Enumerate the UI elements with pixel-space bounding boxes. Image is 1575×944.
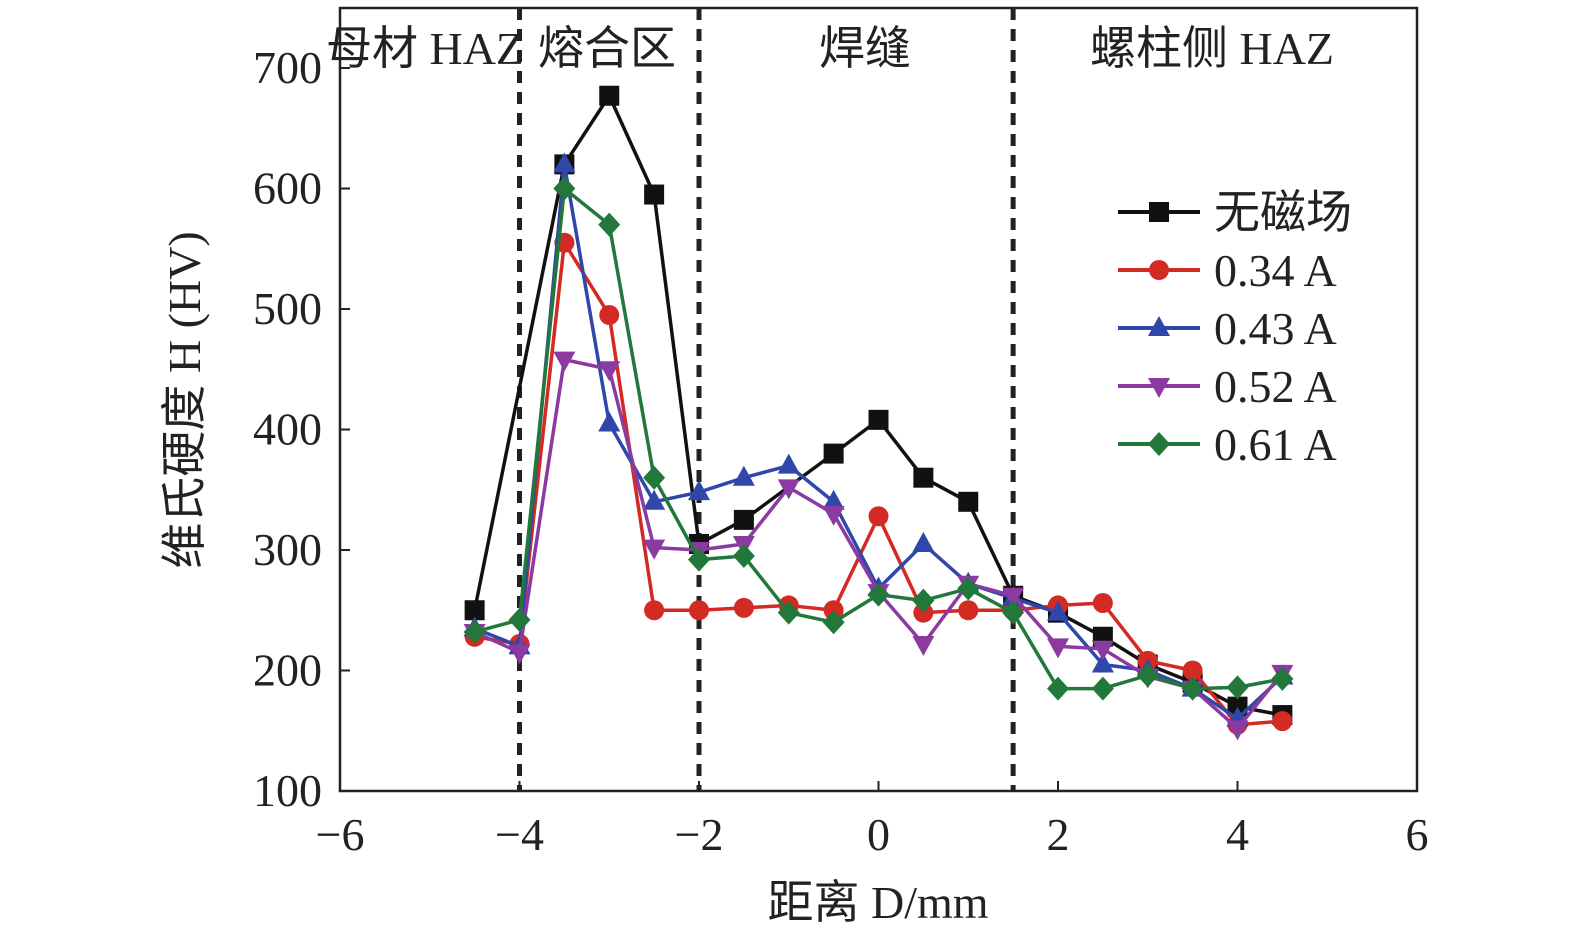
x-tick-label: −6 xyxy=(316,809,365,860)
square-marker xyxy=(644,184,665,205)
triangle-up-marker xyxy=(777,453,800,474)
legend-label: 0.52 A xyxy=(1214,361,1337,412)
diamond-marker xyxy=(957,576,980,601)
y-tick-label: 200 xyxy=(253,645,322,696)
diamond-marker xyxy=(508,607,531,632)
triangle-up-marker xyxy=(912,531,935,552)
diamond-marker xyxy=(598,212,621,237)
diamond-marker xyxy=(1181,676,1204,701)
diamond-marker xyxy=(688,547,710,572)
circle-marker xyxy=(1149,260,1169,280)
triangle-up-marker xyxy=(822,489,845,510)
x-tick-label: −2 xyxy=(675,809,724,860)
y-tick-label: 300 xyxy=(253,524,322,575)
legend-label: 0.34 A xyxy=(1214,245,1337,296)
legend-label: 0.43 A xyxy=(1214,303,1337,354)
x-tick-label: 0 xyxy=(867,809,890,860)
diamond-marker xyxy=(553,176,576,201)
region-label-fusion: 熔合区 xyxy=(538,23,676,74)
square-marker xyxy=(464,600,485,621)
triangle-up-marker xyxy=(688,480,710,501)
square-marker xyxy=(913,467,934,488)
circle-marker xyxy=(733,597,754,618)
y-tick-label: 500 xyxy=(253,283,322,334)
diamond-marker xyxy=(1136,663,1159,688)
diamond-marker xyxy=(463,619,486,644)
diamond-marker xyxy=(1047,676,1069,701)
series-0.43-A xyxy=(463,152,1294,727)
triangle-down-marker xyxy=(822,505,845,526)
square-marker xyxy=(868,409,889,430)
triangle-down-marker xyxy=(643,539,666,560)
diamond-marker xyxy=(643,465,666,490)
triangle-up-marker xyxy=(1047,600,1069,621)
triangle-up-marker xyxy=(1091,652,1114,673)
square-marker xyxy=(733,509,754,530)
square-marker xyxy=(1149,202,1169,222)
x-tick-label: 6 xyxy=(1406,809,1429,860)
circle-marker xyxy=(689,600,709,621)
diamond-marker xyxy=(1148,432,1170,456)
triangle-down-marker xyxy=(912,635,935,656)
y-tick-label: 400 xyxy=(253,404,322,455)
triangle-up-marker xyxy=(598,411,621,432)
square-marker xyxy=(958,491,979,512)
y-tick-label: 100 xyxy=(253,765,322,816)
triangle-down-marker xyxy=(777,479,800,500)
triangle-down-marker xyxy=(1148,378,1170,398)
triangle-up-marker xyxy=(732,465,755,486)
y-tick-label: 700 xyxy=(253,42,322,93)
diamond-marker xyxy=(1002,600,1025,625)
y-axis-label: 维氏硬度 H (HV) xyxy=(159,231,210,568)
region-label-stud-haz: 螺柱侧 HAZ xyxy=(1090,23,1334,74)
diamond-marker xyxy=(1271,666,1294,691)
circle-marker xyxy=(1092,593,1113,614)
circle-marker xyxy=(599,305,620,326)
circle-marker xyxy=(823,600,844,621)
series-无磁场 xyxy=(464,85,1293,726)
diamond-marker xyxy=(867,582,890,607)
diamond-marker xyxy=(1091,676,1114,701)
circle-marker xyxy=(913,602,934,623)
diamond-marker xyxy=(912,588,935,613)
circle-marker xyxy=(1182,660,1203,681)
diamond-marker xyxy=(822,610,845,635)
square-marker xyxy=(823,443,844,464)
triangle-down-marker xyxy=(508,644,531,665)
triangle-up-marker xyxy=(553,152,576,173)
series-line xyxy=(474,240,1283,727)
legend-label: 0.61 A xyxy=(1214,419,1337,470)
y-tick-label: 600 xyxy=(253,163,322,214)
diamond-marker xyxy=(1226,675,1249,700)
circle-marker xyxy=(1272,711,1293,732)
triangle-down-marker xyxy=(598,361,621,382)
triangle-down-marker xyxy=(553,351,576,372)
region-label-weld: 焊缝 xyxy=(819,23,911,74)
x-tick-label: 4 xyxy=(1226,809,1249,860)
legend-label: 无磁场 xyxy=(1214,187,1352,238)
triangle-down-marker xyxy=(1226,720,1249,741)
series-0.61-A xyxy=(463,176,1294,701)
circle-marker xyxy=(868,506,889,527)
triangle-up-marker xyxy=(643,489,666,510)
diamond-marker xyxy=(732,544,755,569)
circle-marker xyxy=(958,600,979,621)
triangle-up-marker xyxy=(1148,316,1170,336)
triangle-down-marker xyxy=(1002,587,1025,608)
circle-marker xyxy=(644,600,665,621)
diamond-marker xyxy=(777,600,800,625)
triangle-down-marker xyxy=(1091,640,1114,661)
x-axis-label: 距离 D/mm xyxy=(767,877,988,928)
series-line xyxy=(472,93,1283,717)
x-tick-label: 2 xyxy=(1047,809,1070,860)
square-marker xyxy=(599,85,620,106)
region-label-base-haz: 母材 HAZ xyxy=(326,23,524,74)
triangle-down-marker xyxy=(1047,638,1069,659)
x-tick-label: −4 xyxy=(495,809,544,860)
